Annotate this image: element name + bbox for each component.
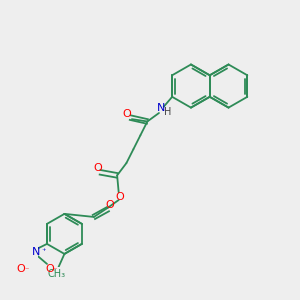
Text: N: N — [32, 247, 40, 256]
Text: O: O — [46, 263, 55, 274]
Text: O: O — [106, 200, 115, 210]
Text: O: O — [93, 163, 102, 173]
Text: ⁻: ⁻ — [25, 266, 29, 274]
Text: ⁺: ⁺ — [42, 247, 46, 256]
Text: N: N — [157, 103, 166, 112]
Text: O: O — [16, 263, 25, 274]
Text: ⁻: ⁻ — [52, 266, 57, 274]
Text: H: H — [164, 107, 171, 117]
Text: CH₃: CH₃ — [48, 269, 66, 279]
Text: O: O — [116, 192, 124, 202]
Text: O: O — [123, 109, 132, 119]
